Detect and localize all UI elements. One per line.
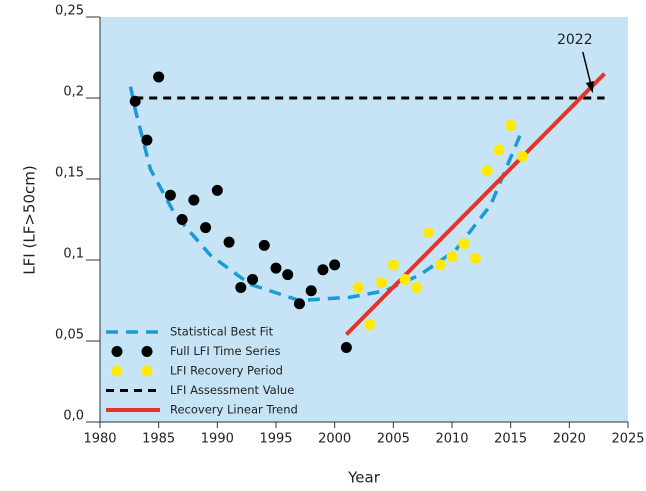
point — [141, 134, 153, 146]
x-tick-label: 1995 — [259, 432, 292, 447]
point — [235, 282, 247, 294]
point — [317, 264, 329, 276]
x-tick-label: 2005 — [377, 432, 410, 447]
point — [364, 319, 376, 331]
point — [387, 259, 399, 271]
point — [411, 282, 423, 294]
point — [200, 222, 212, 234]
x-tick-label: 2025 — [611, 432, 644, 447]
y-tick-label: 0,05 — [55, 328, 84, 343]
point — [293, 298, 305, 310]
legend-label: Full LFI Time Series — [170, 344, 281, 358]
legend-label: Recovery Linear Trend — [170, 403, 298, 417]
y-tick-label: 0,1 — [63, 247, 84, 262]
point — [188, 194, 200, 206]
point — [516, 150, 528, 162]
point — [399, 273, 411, 285]
x-tick-label: 2000 — [318, 432, 351, 447]
point — [270, 262, 282, 274]
point — [305, 285, 317, 297]
point — [434, 259, 446, 271]
point — [223, 236, 235, 248]
point — [446, 251, 458, 263]
point — [505, 120, 517, 132]
legend-label: Statistical Best Fit — [170, 325, 274, 339]
x-tick-label: 2020 — [553, 432, 586, 447]
point — [340, 341, 352, 353]
point — [376, 277, 388, 289]
x-tick-label: 1990 — [201, 432, 234, 447]
annotation: 2022 — [557, 32, 593, 48]
point — [469, 252, 481, 264]
legend-swatch — [111, 365, 123, 377]
y-tick-label: 0,25 — [55, 4, 84, 19]
legend-swatch — [141, 365, 153, 377]
point — [129, 95, 141, 107]
y-axis-label: LFI (LF>50cm) — [21, 165, 39, 274]
y-tick-label: 0,2 — [63, 85, 84, 100]
series-line — [344, 72, 606, 336]
legend-label: LFI Assessment Value — [170, 383, 294, 397]
y-tick-label: 0,15 — [55, 166, 84, 181]
legend-swatch — [141, 346, 153, 357]
point — [282, 269, 294, 281]
plot-background — [100, 17, 628, 422]
point — [211, 184, 223, 196]
x-axis-label: Year — [347, 469, 381, 487]
point — [176, 214, 188, 225]
point — [153, 71, 165, 83]
point — [329, 259, 341, 271]
y-tick-label: 0,0 — [63, 409, 84, 424]
point — [423, 226, 435, 238]
x-tick-label: 2010 — [435, 432, 468, 447]
point — [493, 144, 505, 156]
point — [481, 165, 493, 177]
x-tick-label: 1980 — [83, 432, 116, 447]
point — [247, 273, 259, 285]
arrow-head — [585, 81, 594, 93]
point — [458, 238, 470, 250]
point — [164, 189, 176, 201]
legend-label: LFI Recovery Period — [170, 364, 283, 378]
point — [352, 282, 364, 294]
point — [258, 239, 270, 251]
x-tick-label: 2015 — [494, 432, 527, 447]
x-tick-label: 1985 — [142, 432, 175, 447]
legend-swatch — [111, 346, 123, 357]
